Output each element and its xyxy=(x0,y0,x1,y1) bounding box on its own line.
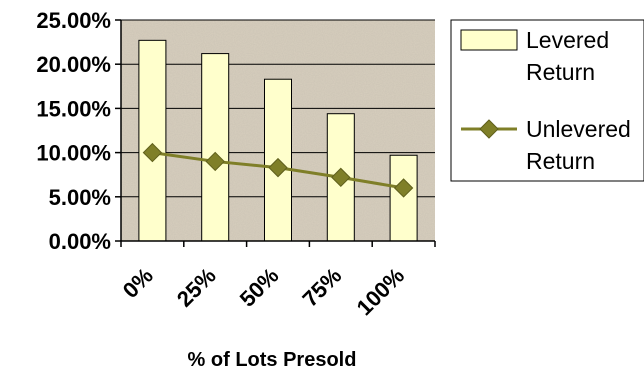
diamond-marker xyxy=(205,151,225,172)
legend-label-levered: Return xyxy=(526,59,595,85)
bar xyxy=(201,53,230,242)
diamond-marker xyxy=(268,157,288,178)
y-tick-label: 10.00% xyxy=(36,141,111,166)
diamond-marker xyxy=(142,142,163,163)
legend-swatch-levered xyxy=(460,29,518,51)
x-tick-label: 50% xyxy=(235,263,284,312)
x-axis-title: % of Lots Presold xyxy=(188,349,357,371)
line-series xyxy=(142,142,414,198)
legend-label-levered: Levered xyxy=(526,27,609,53)
legend: Levered Return Unlevered Return xyxy=(450,19,644,182)
legend-label-unlevered: Unlevered xyxy=(526,116,631,142)
x-tick-label: 100% xyxy=(352,263,409,320)
x-tick-labels: 0% 25% 50% 75% 100% xyxy=(118,263,409,320)
x-tick-label: 75% xyxy=(298,263,347,312)
legend-swatch-unlevered-marker xyxy=(479,119,499,139)
y-tick-labels: 0.00% 5.00% 10.00% 15.00% 20.00% 25.00% xyxy=(36,8,111,254)
bar xyxy=(138,39,167,242)
axes xyxy=(115,19,436,247)
y-tick-label: 0.00% xyxy=(49,229,111,254)
x-tick-label: 0% xyxy=(118,263,158,303)
diamond-marker xyxy=(393,178,414,198)
bar xyxy=(389,154,418,242)
y-tick-label: 5.00% xyxy=(49,185,111,210)
diamond-marker xyxy=(331,167,351,188)
y-tick-label: 20.00% xyxy=(36,52,111,77)
legend-label-unlevered: Return xyxy=(526,148,595,174)
x-tick-label: 25% xyxy=(172,263,221,312)
y-tick-label: 15.00% xyxy=(36,96,111,121)
y-tick-label: 25.00% xyxy=(36,8,111,33)
